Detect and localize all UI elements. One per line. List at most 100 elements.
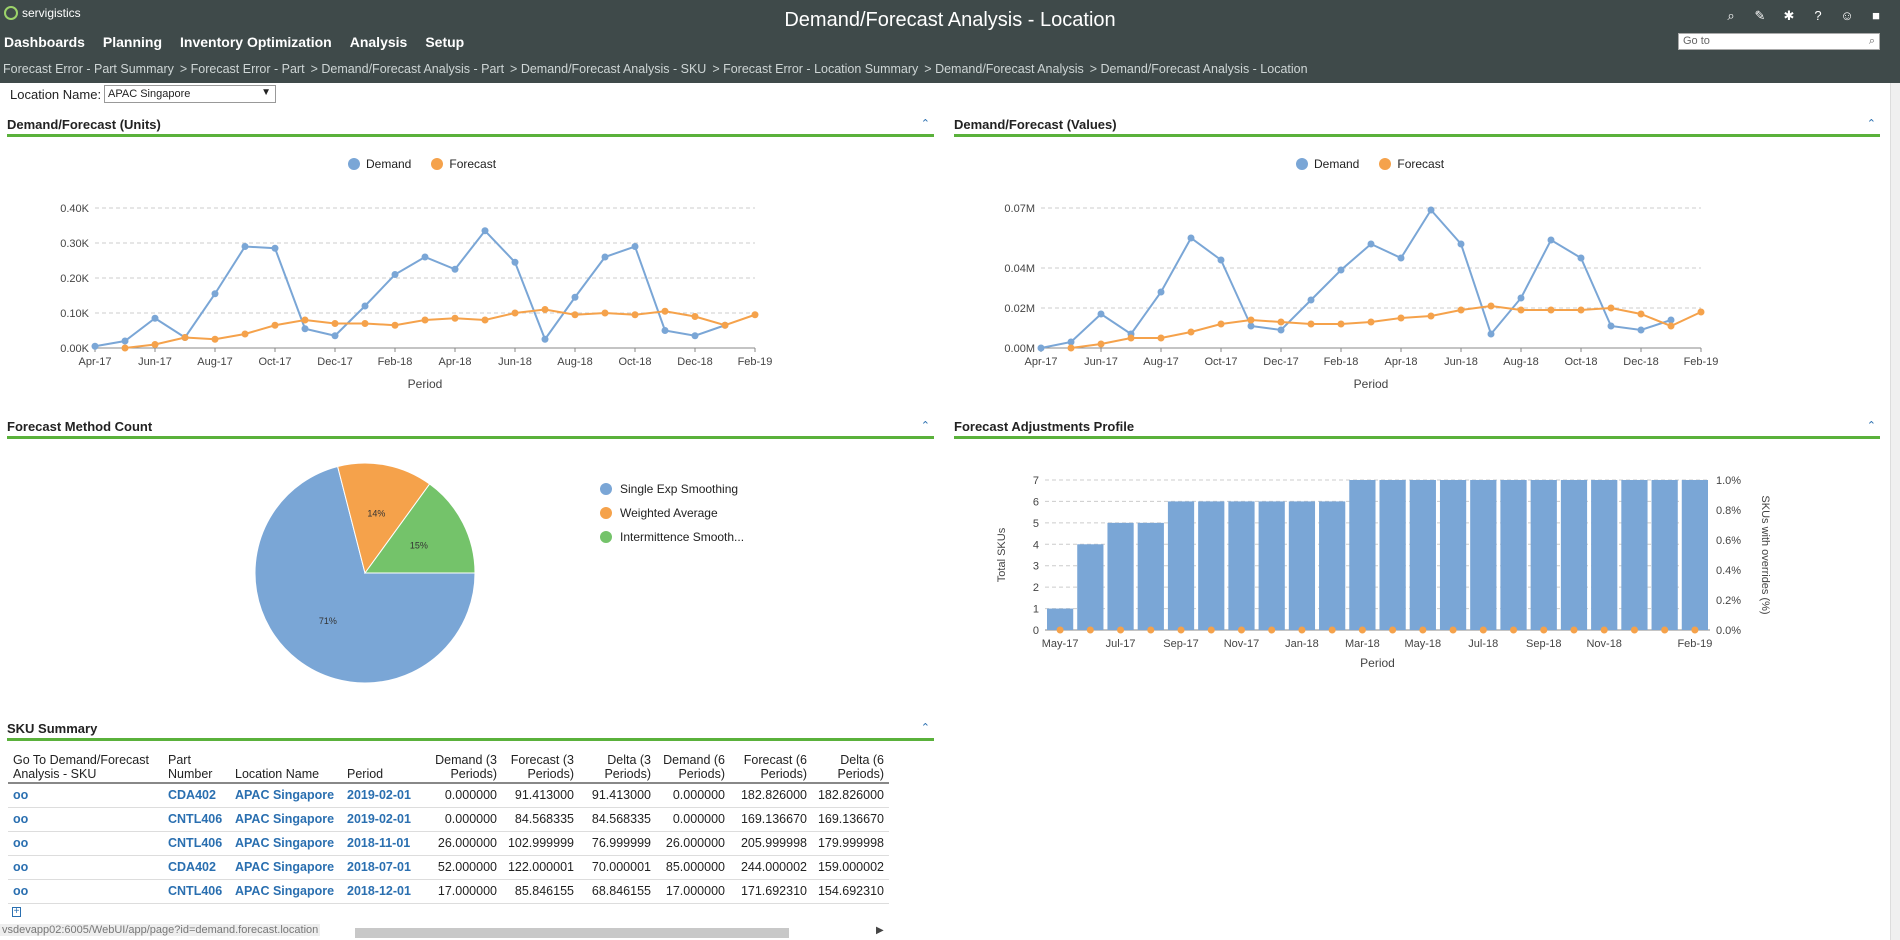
bar	[1198, 501, 1225, 630]
breadcrumb: Forecast Error - Part Summary > Forecast…	[3, 62, 1308, 76]
menu-analysis[interactable]: Analysis	[349, 34, 408, 50]
y-tick-label: 0.00K	[60, 343, 89, 355]
gear-icon[interactable]: ✱	[1783, 8, 1795, 23]
menu-dashboards[interactable]: Dashboards	[4, 34, 85, 50]
sku-panel: SKU Summary ⌃	[7, 719, 934, 741]
legend-item[interactable]: Forecast	[1379, 157, 1444, 171]
page-title: Demand/Forecast Analysis - Location	[784, 9, 1116, 31]
collapse-icon[interactable]: ⌃	[1866, 118, 1876, 130]
table-cell[interactable]: 2018-12-01	[342, 879, 421, 904]
menu-setup[interactable]: Setup	[425, 34, 465, 50]
x-axis-title: Period	[1354, 377, 1389, 391]
column-header[interactable]: Location Name	[230, 752, 342, 784]
goto-search-icon[interactable]: ⌕	[1868, 35, 1875, 47]
vertical-scrollbar[interactable]	[1890, 83, 1900, 940]
column-header[interactable]: Demand (6 Periods)	[656, 752, 730, 784]
legend-item[interactable]: Demand	[1296, 157, 1359, 171]
column-header[interactable]: Demand (3 Periods)	[421, 752, 502, 784]
table-cell[interactable]: APAC Singapore	[230, 807, 342, 832]
column-header[interactable]: Forecast (6 Periods)	[730, 752, 812, 784]
legend-item[interactable]: Weighted Average	[600, 506, 744, 520]
goto-sku-link-icon[interactable]: oo	[8, 807, 163, 832]
legend-item[interactable]: Demand	[348, 157, 411, 171]
collapse-icon[interactable]: ⌃	[920, 118, 930, 130]
table-cell[interactable]: APAC Singapore	[230, 783, 342, 808]
x-tick-label: Dec-17	[1263, 356, 1298, 368]
breadcrumb-item[interactable]: > Demand/Forecast Analysis - SKU	[510, 62, 707, 76]
horizontal-scrollbar[interactable]	[355, 928, 789, 938]
column-header[interactable]: Delta (3 Periods)	[579, 752, 656, 784]
goto-sku-link-icon[interactable]: oo	[8, 879, 163, 904]
table-row[interactable]: oo CNTL406 APAC Singapore 2018-11-01 26.0000…	[8, 831, 889, 856]
legend-item[interactable]: Single Exp Smoothing	[600, 482, 744, 496]
data-point	[631, 243, 639, 250]
collapse-icon[interactable]: ⌃	[920, 722, 930, 734]
data-point	[1487, 330, 1495, 338]
menu-inventory-optimization[interactable]: Inventory Optimization	[180, 34, 332, 50]
bar	[1137, 522, 1164, 630]
goto-input[interactable]: Go to ⌕	[1678, 33, 1880, 50]
override-point	[1479, 626, 1487, 634]
table-cell[interactable]: 2019-02-01	[342, 807, 421, 832]
bar	[1500, 480, 1527, 630]
collapse-icon[interactable]: ⌃	[920, 420, 930, 432]
menu-planning[interactable]: Planning	[102, 34, 163, 50]
method-panel: Forecast Method Count ⌃	[7, 417, 934, 439]
table-cell[interactable]: APAC Singapore	[230, 831, 342, 856]
table-cell[interactable]: CDA402	[163, 783, 230, 808]
table-cell[interactable]: 2018-11-01	[342, 831, 421, 856]
units-legend: Demand Forecast	[348, 157, 496, 171]
table-cell[interactable]: CDA402	[163, 855, 230, 880]
override-point	[1691, 626, 1699, 634]
column-header[interactable]: Forecast (3 Periods)	[502, 752, 579, 784]
table-cell[interactable]: 2018-07-01	[342, 855, 421, 880]
data-point	[1667, 322, 1675, 330]
column-header[interactable]: Go To Demand/Forecast Analysis - SKU	[8, 752, 163, 784]
goto-sku-link-icon[interactable]: oo	[8, 831, 163, 856]
user-icon[interactable]: ☺	[1840, 8, 1854, 23]
x-tick-label: May-18	[1404, 638, 1441, 650]
table-row[interactable]: oo CDA402 APAC Singapore 2018-07-01 52.00000…	[8, 855, 889, 880]
breadcrumb-item[interactable]: > Demand/Forecast Analysis - Part	[310, 62, 505, 76]
data-point	[1397, 314, 1405, 322]
goto-sku-link-icon[interactable]: oo	[8, 783, 163, 808]
y-tick-label: 0.30K	[60, 238, 89, 250]
table-cell[interactable]: APAC Singapore	[230, 879, 342, 904]
expand-icon[interactable]: +	[12, 906, 21, 917]
table-row[interactable]: oo CNTL406 APAC Singapore 2019-02-01 0.00000…	[8, 807, 889, 832]
breadcrumb-item[interactable]: > Forecast Error - Location Summary	[712, 62, 919, 76]
table-cell[interactable]: CNTL406	[163, 831, 230, 856]
data-point	[1517, 294, 1525, 302]
legend-item[interactable]: Forecast	[431, 157, 496, 171]
data-point	[391, 271, 399, 278]
lock-icon[interactable]: ■	[1872, 8, 1880, 23]
wrench-icon[interactable]: ✎	[1754, 8, 1766, 23]
breadcrumb-item[interactable]: Forecast Error - Part Summary	[3, 62, 174, 76]
location-name-select[interactable]: APAC Singapore ▼	[104, 85, 276, 103]
table-row[interactable]: oo CDA402 APAC Singapore 2019-02-01 0.000000…	[8, 783, 889, 808]
table-row[interactable]: oo CNTL406 APAC Singapore 2018-12-01 17.0000…	[8, 879, 889, 904]
breadcrumb-item[interactable]: > Demand/Forecast Analysis	[924, 62, 1084, 76]
collapse-icon[interactable]: ⌃	[1866, 420, 1876, 432]
breadcrumb-item[interactable]: > Forecast Error - Part	[179, 62, 305, 76]
scroll-right-icon[interactable]: ▶	[876, 925, 884, 936]
table-cell[interactable]: CNTL406	[163, 879, 230, 904]
logo[interactable]: servigistics	[4, 6, 81, 20]
values-panel-header: Demand/Forecast (Values) ⌃	[954, 115, 1880, 137]
column-header[interactable]: Delta (6 Periods)	[812, 752, 889, 784]
column-header[interactable]: Part Number	[163, 752, 230, 784]
goto-sku-link-icon[interactable]: oo	[8, 855, 163, 880]
y-tick-label: 0.20K	[60, 273, 89, 285]
search-icon[interactable]: ⌕	[1727, 8, 1735, 23]
column-header[interactable]: Period	[342, 752, 421, 784]
data-point	[211, 290, 219, 298]
legend-item[interactable]: Intermittence Smooth...	[600, 530, 744, 544]
data-point	[1607, 322, 1615, 330]
help-icon[interactable]: ?	[1814, 8, 1822, 23]
table-cell[interactable]: CNTL406	[163, 807, 230, 832]
breadcrumb-item[interactable]: > Demand/Forecast Analysis - Location	[1089, 62, 1308, 76]
x-tick-label: Feb-19	[1677, 638, 1712, 650]
table-cell[interactable]: APAC Singapore	[230, 855, 342, 880]
pie-data-label: 15%	[410, 541, 428, 551]
table-cell[interactable]: 2019-02-01	[342, 783, 421, 808]
